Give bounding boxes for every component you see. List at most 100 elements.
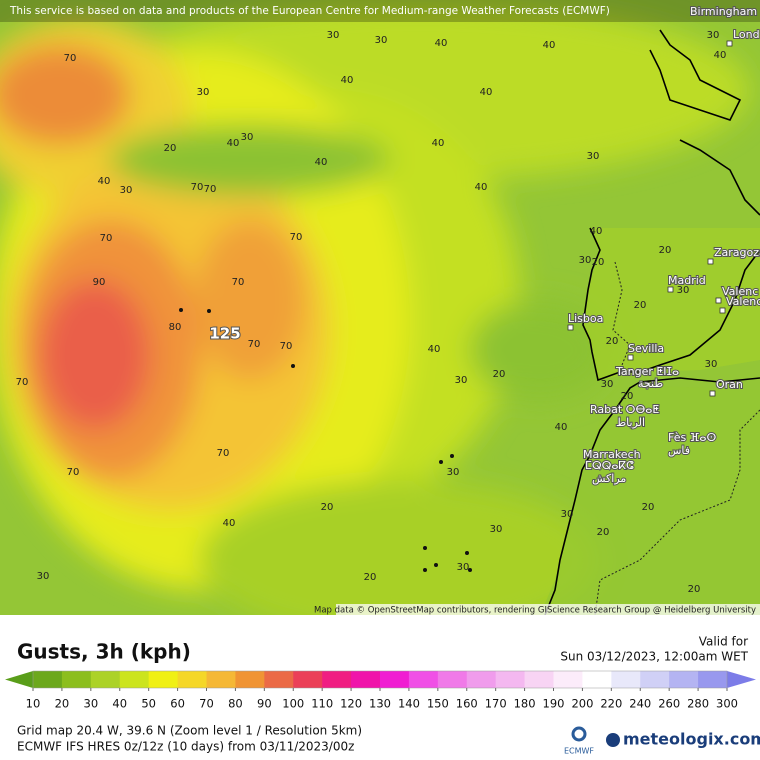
contour-label: 70 [67,467,80,478]
city-marker [715,297,722,304]
tick-label: 110 [311,697,333,711]
contour-label: 30 [705,359,718,370]
city-marker [726,40,733,47]
city-label: ⵎⵕⵕⴰⴽⵛ [585,459,634,472]
contour-label: 30 [587,151,600,162]
colorbar-segment [293,671,323,688]
brand[interactable]: meteologix.com [623,730,760,749]
tick-label: 30 [84,697,99,711]
colorbar-segment [640,671,670,688]
below-arrow [5,671,33,688]
tick-label: 180 [514,697,536,711]
contour-label: 40 [428,344,441,355]
colorbar-segment [61,671,92,688]
colorbar-segment [495,671,526,688]
contour-label: 20 [642,502,655,513]
contour-label: 70 [204,184,217,195]
city-label: Lisboa [568,312,603,325]
tick-label: 80 [228,697,243,711]
city-marker [707,258,714,265]
city-label: طنجة [638,377,663,390]
tick-label: 90 [257,697,272,711]
tick-label: 60 [170,697,185,711]
tick-label: 170 [485,697,507,711]
tick-label: 260 [658,697,680,711]
contour-label: 30 [241,132,254,143]
tick-label: 40 [112,697,127,711]
contour-label: 70 [16,377,29,388]
tick-label: 10 [26,697,41,711]
contour-label: 30 [490,524,503,535]
contour-label: 40 [223,518,236,529]
colorbar-segment [553,671,583,688]
contour-label: 40 [435,38,448,49]
field [0,0,760,615]
city-label: Madrid [668,274,706,287]
contour-label: 40 [98,176,111,187]
valid-label: Valid for [699,635,748,649]
colorbar-segment [669,671,699,688]
contour-label: 70 [232,277,245,288]
tick-label: 280 [687,697,709,711]
contour-label: 40 [227,138,240,149]
map-attribution[interactable]: Map data © OpenStreetMap contributors, r… [314,606,756,616]
valid-time: Sun 03/12/2023, 12:00am WET [560,650,748,664]
tick-label: 150 [427,697,449,711]
tick-label: 20 [55,697,70,711]
contour-label: 90 [93,277,106,288]
ecmwf-text: ECMWF [564,747,594,756]
contour-label: 40 [714,50,727,61]
contour-label: 30 [455,375,468,386]
max-value-label: 125 [209,325,240,343]
contour-label: 70 [248,339,261,350]
tick-label: 130 [369,697,391,711]
colorbar-segment [466,671,497,688]
colorbar-segment [582,671,612,688]
tick-label: 50 [141,697,156,711]
contour-label: 30 [120,185,133,196]
contour-label: 20 [364,572,377,583]
model-info: ECMWF IFS HRES 0z/12z (10 days) from 03/… [17,740,354,754]
colorbar-segment [90,671,121,688]
contour-label: 30 [197,87,210,98]
colorbar-segment [235,671,265,688]
tick-label: 220 [600,697,622,711]
contour-label: 20 [621,391,634,402]
contour-label: 20 [606,336,619,347]
contour-label: 70 [280,341,293,352]
contour-label: 40 [432,138,445,149]
city-label: مراكش [592,472,626,485]
colorbar-segment [524,671,554,688]
contour-label: 20 [321,502,334,513]
contour-label: 30 [707,30,720,41]
brand-logo[interactable]: meteologix.com [606,730,760,749]
city-label: Lond [733,28,760,41]
colorbar-segment [380,671,410,688]
contour-label: 40 [475,182,488,193]
legend-title: Gusts, 3h (kph) [17,640,191,664]
contour-label: 70 [64,53,77,64]
colorbar-segment [611,671,641,688]
contour-label: 40 [315,157,328,168]
above-arrow [727,671,756,688]
contour-label: 70 [290,232,303,243]
city-marker [709,390,716,397]
city-label: Sevilla [628,342,664,355]
colorbar-segment [148,671,179,688]
colorbar-segment [351,671,381,688]
colorbar-segment [264,671,294,688]
city-marker [567,324,574,331]
tick-label: 100 [282,697,304,711]
colorbar-segment [322,671,352,688]
contour-label: 30 [561,509,574,520]
tick-label: 160 [456,697,478,711]
tick-label: 240 [629,697,651,711]
tick-label: 200 [571,697,593,711]
city-label: Fès ⴼⴰⵙ [668,431,716,444]
contour-label: 30 [457,562,470,573]
contour-label: 40 [480,87,493,98]
city-label: Birmingham [690,5,757,18]
contour-label: 30 [579,255,592,266]
